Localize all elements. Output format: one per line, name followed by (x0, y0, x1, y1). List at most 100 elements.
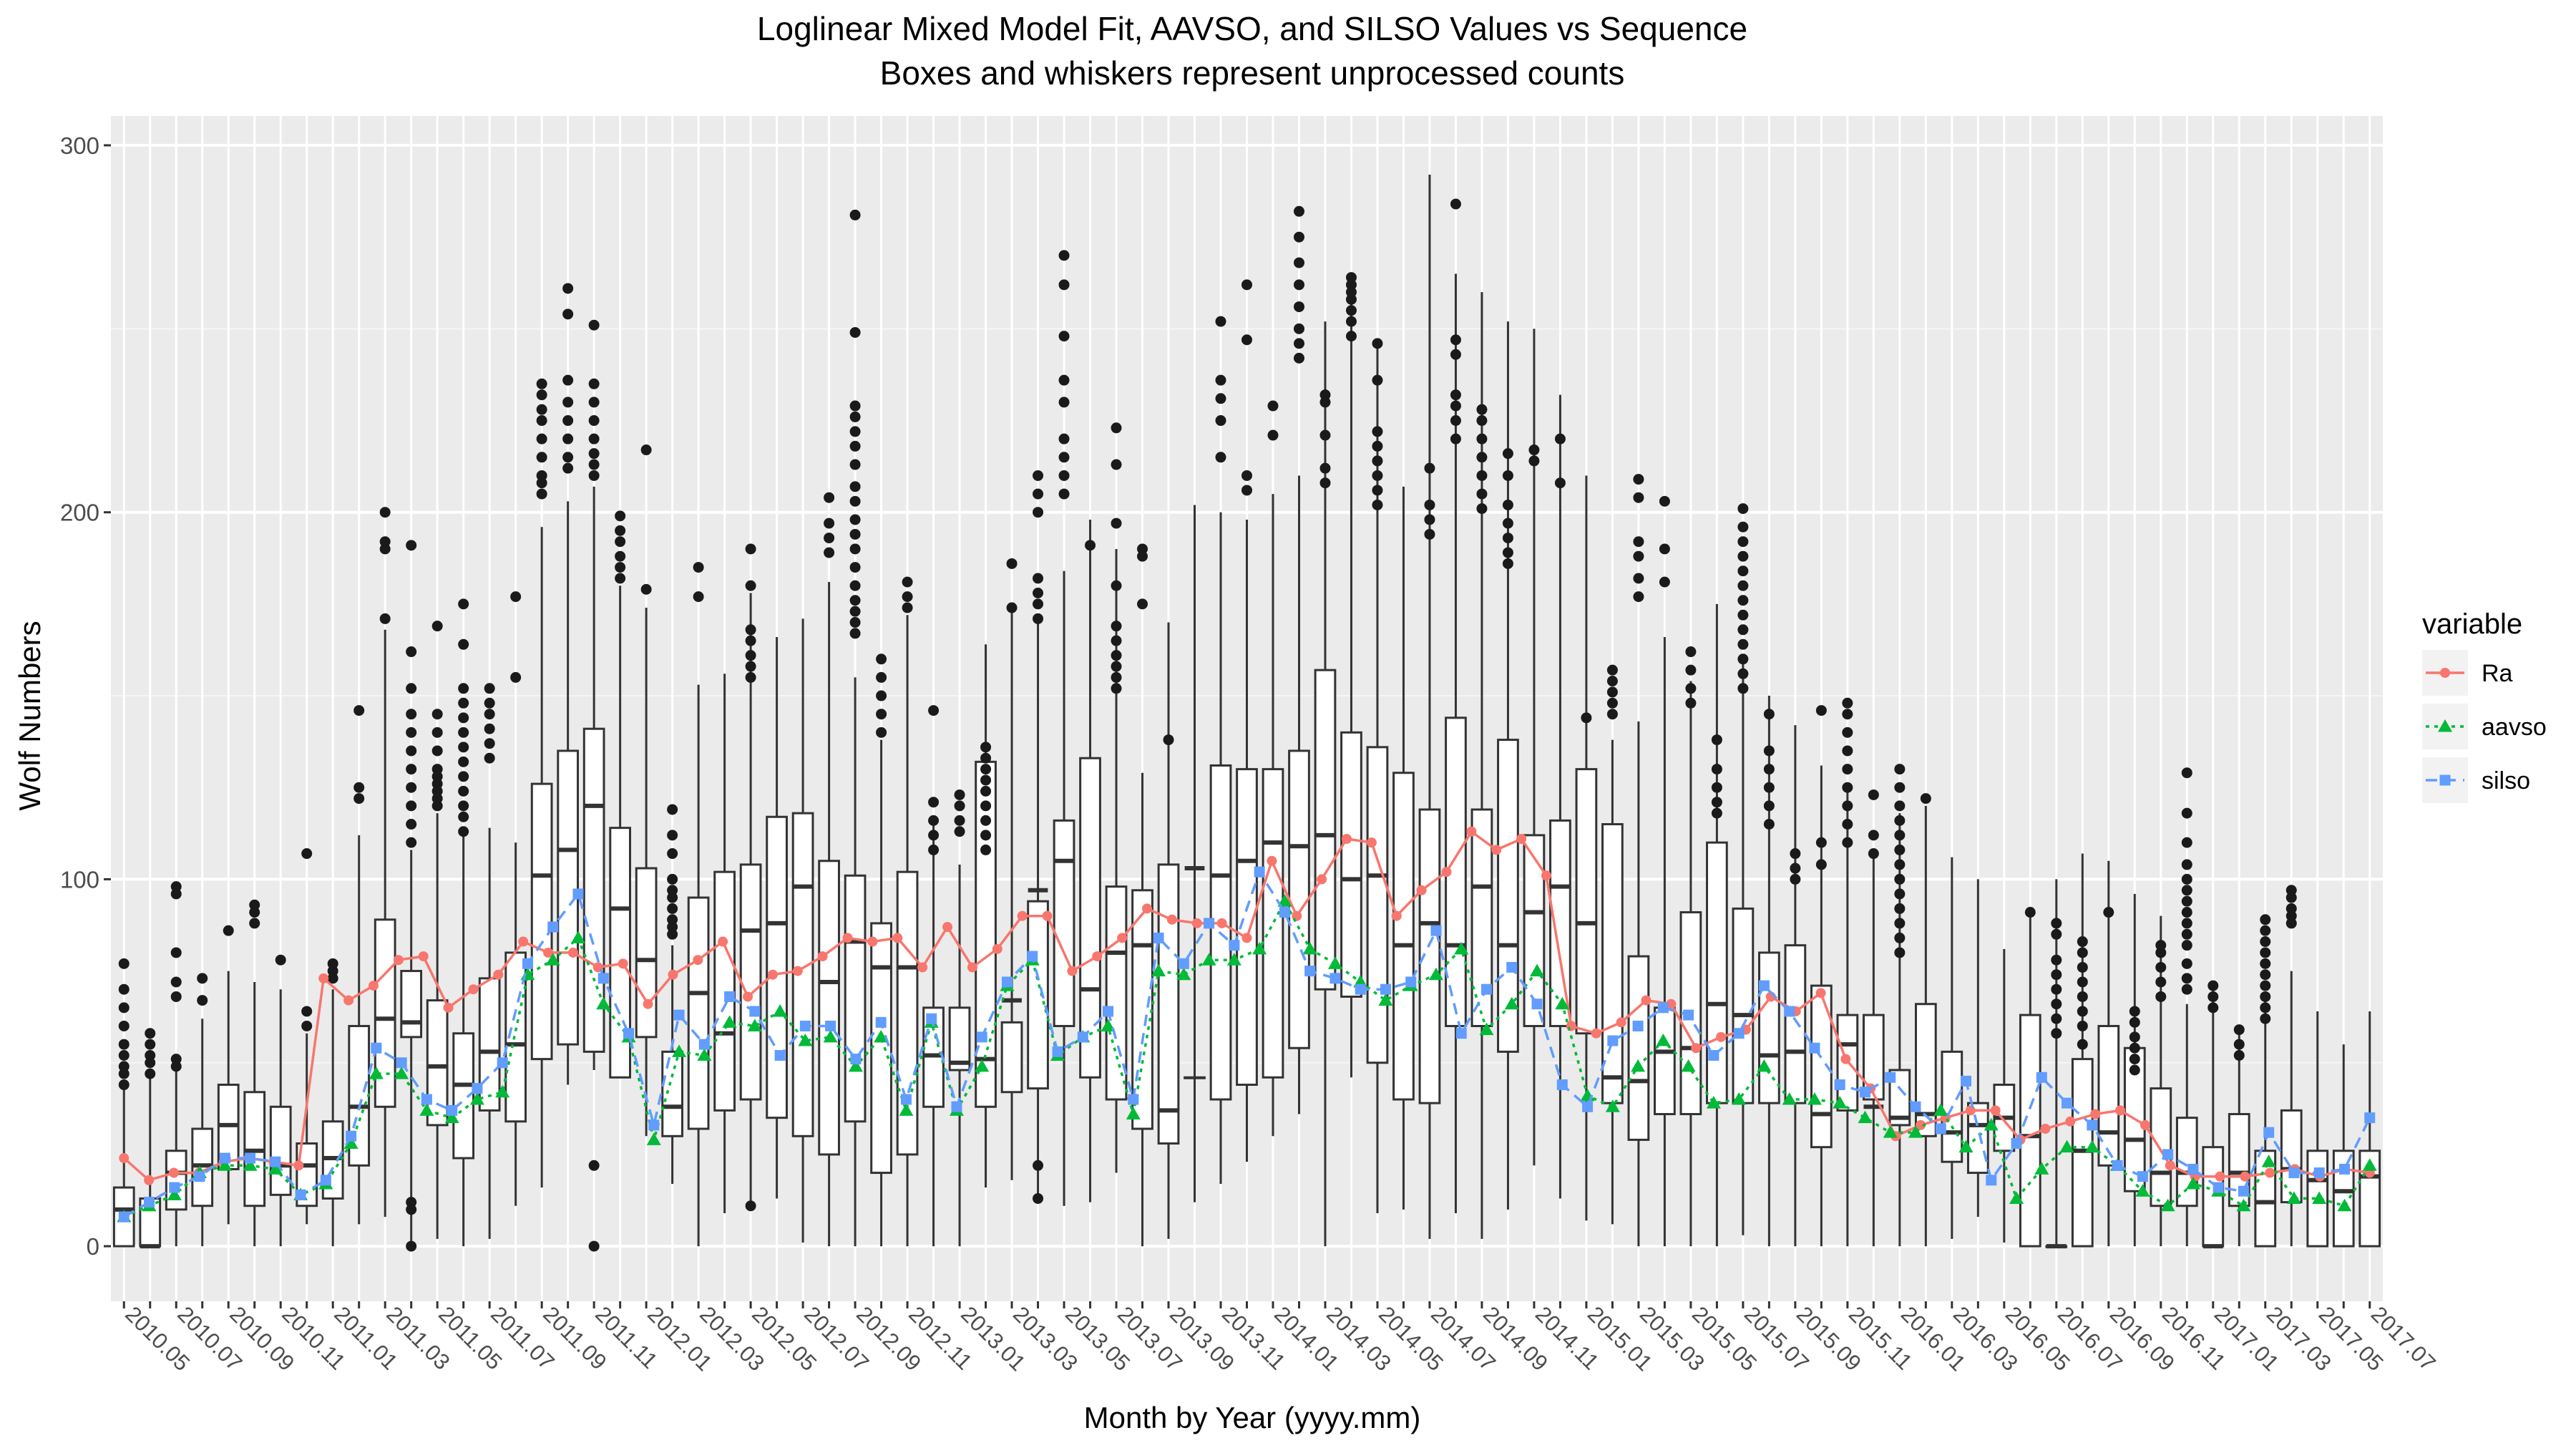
series-point-silso (926, 1013, 937, 1024)
outlier-point (301, 1020, 313, 1031)
outlier-point (1894, 815, 1906, 826)
outlier-point (1372, 440, 1383, 452)
legend: variable Ra aavso silso (2422, 608, 2547, 803)
series-point-aavso (444, 1110, 459, 1124)
series-point-aavso (1504, 996, 1519, 1010)
outlier-point (458, 697, 469, 709)
outlier-point (379, 536, 391, 548)
outlier-point (2181, 807, 2192, 819)
iqr-box (1627, 955, 1650, 1141)
outlier-point (458, 726, 469, 738)
outlier-point (2260, 1002, 2271, 1014)
outlier-point (1711, 797, 1722, 808)
outlier-point (275, 954, 286, 966)
outlier-point (406, 646, 417, 658)
series-point-silso (2313, 1167, 2325, 1179)
outlier-point (431, 745, 443, 757)
iqr-box (1340, 731, 1362, 998)
series-point-silso (295, 1189, 306, 1200)
series-point-aavso (1883, 1125, 1898, 1138)
outlier-point (1894, 844, 1906, 855)
series-point-silso (2137, 1171, 2148, 1182)
box-2015.10 (1810, 765, 1833, 1247)
outlier-point (615, 510, 626, 522)
outlier-point (379, 507, 391, 518)
iqr-box (2097, 1024, 2120, 1167)
series-point-Ra (1216, 918, 1227, 928)
iqr-box (2019, 1014, 2041, 1248)
outlier-point (1033, 488, 1044, 500)
outlier-point (824, 547, 835, 558)
series-point-Ra (1241, 933, 1252, 943)
outlier-point (536, 378, 547, 389)
outlier-point (249, 899, 260, 910)
iqr-box (1732, 907, 1755, 1104)
series-point-silso (346, 1130, 357, 1142)
series-point-aavso (2059, 1139, 2074, 1153)
box-2010.10 (243, 981, 266, 1247)
series-point-silso (1556, 1079, 1568, 1091)
outlier-point (249, 907, 260, 918)
outlier-point (980, 844, 992, 855)
box-2016.06 (2019, 912, 2041, 1248)
outlier-point (1450, 433, 1461, 444)
series-point-aavso (2034, 1162, 2049, 1175)
outlier-point (2051, 1013, 2062, 1024)
outlier-point (1606, 697, 1618, 709)
outlier-point (406, 1204, 417, 1215)
outlier-point (2181, 885, 2192, 896)
outlier-point (1763, 782, 1775, 793)
outlier-point (667, 892, 678, 903)
series-point-silso (1582, 1101, 1594, 1112)
series-point-silso (1809, 1042, 1820, 1054)
series-point-silso (799, 1020, 811, 1031)
series-point-aavso (1327, 956, 1342, 969)
outlier-point (353, 793, 365, 805)
series-point-silso (2011, 1138, 2022, 1150)
outlier-point (640, 583, 652, 595)
series-point-silso (976, 1031, 987, 1043)
series-point-Ra (2165, 1160, 2175, 1171)
series-point-silso (245, 1152, 256, 1164)
outlier-point (2181, 918, 2192, 929)
outlier-point (1842, 782, 1853, 793)
outlier-point (2051, 983, 2062, 995)
series-point-aavso (1757, 1059, 1772, 1072)
outlier-point (2181, 873, 2192, 885)
series-point-silso (144, 1197, 155, 1208)
outlier-point (170, 1061, 182, 1072)
outlier-point (980, 774, 992, 786)
outlier-point (536, 389, 547, 401)
series-point-silso (447, 1104, 458, 1116)
outlier-point (1842, 837, 1853, 848)
boxplot-outliers (118, 198, 2297, 1252)
series-point-aavso (167, 1187, 182, 1200)
outlier-point (2285, 910, 2297, 922)
outlier-point (1633, 492, 1644, 503)
series-point-silso (1986, 1175, 1997, 1186)
series-point-silso (219, 1152, 230, 1164)
outlier-point (1737, 595, 1749, 606)
series-point-Ra (2140, 1119, 2150, 1130)
outlier-point (118, 958, 130, 969)
series-point-silso (2338, 1163, 2350, 1175)
series-point-silso (1708, 1049, 1719, 1061)
series-point-silso (1834, 1079, 1845, 1091)
outlier-point (954, 789, 965, 800)
series-point-aavso (1605, 1099, 1620, 1112)
outlier-point (1476, 503, 1488, 515)
outlier-point (2181, 907, 2192, 918)
series-point-aavso (747, 1019, 762, 1031)
outlier-point (1868, 848, 1879, 860)
outlier-point (2260, 1013, 2271, 1024)
box-2012.07 (791, 618, 814, 1243)
outlier-point (849, 628, 861, 639)
series-point-silso (1027, 951, 1038, 962)
series-point-Ra (543, 947, 554, 958)
series-point-silso (1254, 866, 1265, 878)
legend-label: Ra (2482, 660, 2513, 687)
series-point-silso (951, 1101, 962, 1112)
outlier-point (1894, 918, 1906, 929)
outlier-point (1215, 316, 1226, 327)
outlier-point (2233, 1039, 2245, 1050)
